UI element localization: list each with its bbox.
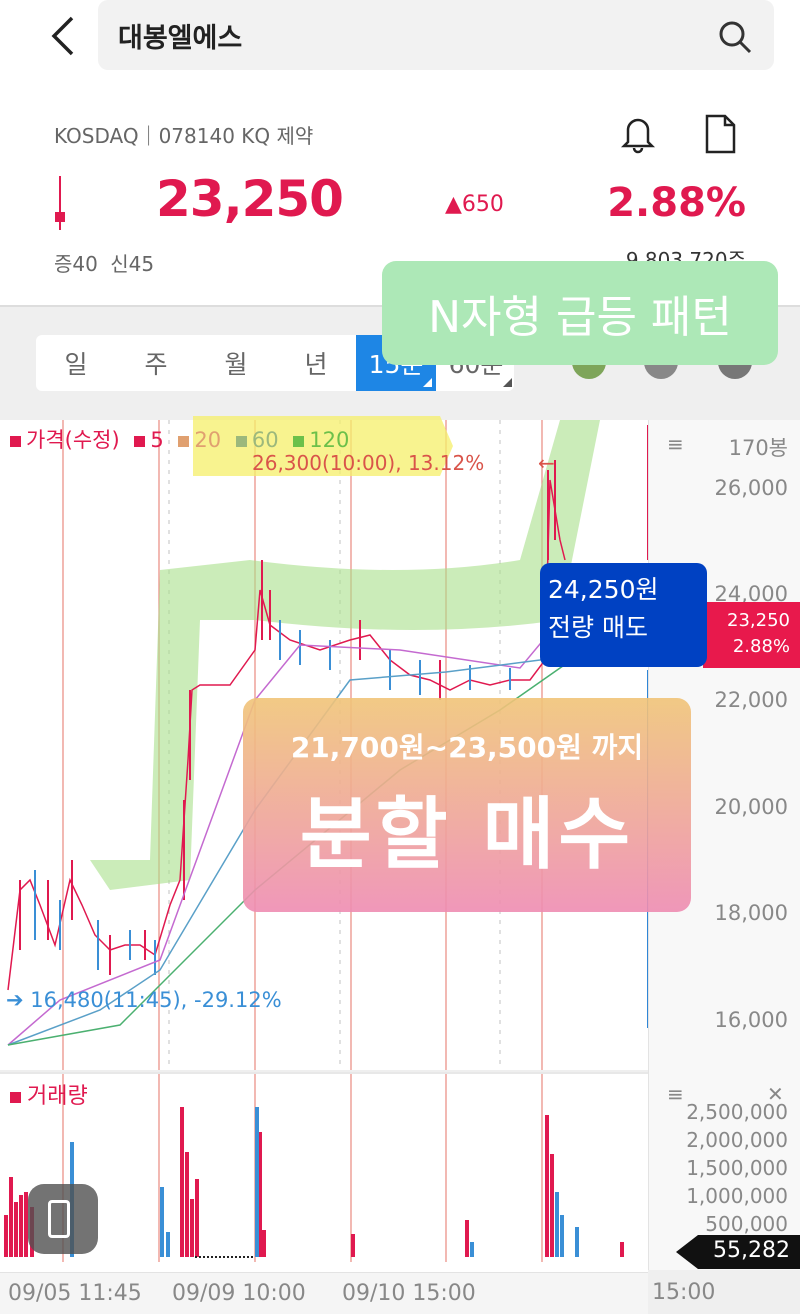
x-tick-last: 15:00 bbox=[652, 1280, 716, 1305]
tab-week[interactable]: 주 bbox=[116, 335, 196, 391]
chart-legend: 가격(수정) 5 20 60 120 bbox=[10, 424, 357, 454]
sell-annotation: 24,250원 전량 매도 bbox=[540, 563, 707, 667]
legend-price: 가격(수정) bbox=[10, 428, 120, 452]
x-tick: 09/09 10:00 bbox=[172, 1281, 306, 1306]
market-info: KOSDAQ｜078140 KQ 제약 bbox=[54, 124, 314, 148]
volume-tick: 2,000,000 bbox=[686, 1128, 788, 1152]
price-change: ▲650 bbox=[445, 192, 504, 217]
document-icon[interactable] bbox=[703, 114, 737, 154]
volume-tick: 2,500,000 bbox=[686, 1100, 788, 1124]
legend-swatch bbox=[10, 1091, 21, 1103]
candlestick-plot: ← bbox=[7, 420, 648, 1070]
legend-label: 20 bbox=[194, 428, 222, 452]
menu-icon[interactable]: ≡ bbox=[667, 432, 684, 456]
tag-price: 23,250 bbox=[727, 610, 790, 631]
y-tick: 26,000 bbox=[714, 476, 788, 500]
legend-swatch bbox=[178, 435, 190, 447]
top-bar: 대봉엘에스 bbox=[0, 0, 800, 80]
tab-label: 일 bbox=[64, 350, 88, 379]
rotate-icon bbox=[48, 1200, 70, 1238]
low-price-note: ➔ 16,480(11:45), -29.12% bbox=[6, 988, 282, 1012]
sell-price: 24,250원 bbox=[548, 575, 659, 604]
legend-label: 5 bbox=[150, 428, 164, 452]
sell-action: 전량 매도 bbox=[548, 613, 648, 642]
tab-month[interactable]: 월 bbox=[196, 335, 276, 391]
x-tick: 09/05 11:45 bbox=[8, 1281, 142, 1306]
volume-tick: 1,000,000 bbox=[686, 1184, 788, 1208]
svg-text:←: ← bbox=[538, 451, 555, 475]
legend-swatch bbox=[10, 435, 21, 447]
bar-count: 170봉 bbox=[728, 436, 788, 460]
legend-ma120: 120 bbox=[293, 428, 349, 452]
legend-label: 60 bbox=[251, 428, 279, 452]
legend-swatch bbox=[134, 435, 146, 447]
price-axis[interactable]: ≡ 170봉 26,000 24,000 22,000 20,000 18,00… bbox=[648, 420, 800, 1270]
y-tick: 16,000 bbox=[714, 1008, 788, 1032]
volume-bars bbox=[4, 1074, 624, 1262]
volume-legend-label: 거래량 bbox=[27, 1084, 88, 1109]
legend-swatch bbox=[235, 435, 247, 447]
legend-label: 120 bbox=[309, 428, 350, 452]
tab-year[interactable]: 년 bbox=[276, 335, 356, 391]
current-price: 23,250 bbox=[156, 170, 344, 228]
dropdown-corner-icon bbox=[423, 378, 432, 387]
buy-annotation: 21,700원~23,500원 까지 분할 매수 bbox=[243, 698, 691, 912]
volume-tick: 1,500,000 bbox=[686, 1156, 788, 1180]
bell-icon[interactable] bbox=[620, 114, 656, 154]
volume-tick: 500,000 bbox=[705, 1212, 788, 1236]
close-icon[interactable]: ✕ bbox=[767, 1082, 784, 1106]
search-field[interactable]: 대봉엘에스 bbox=[98, 0, 774, 70]
buy-range: 21,700원~23,500원 까지 bbox=[290, 731, 644, 764]
y-tick: 22,000 bbox=[714, 688, 788, 712]
dropdown-corner-icon bbox=[503, 378, 512, 387]
volume-menu-icon[interactable]: ≡ bbox=[667, 1082, 684, 1106]
search-icon[interactable] bbox=[718, 20, 752, 54]
rotate-screen-button[interactable] bbox=[28, 1184, 98, 1254]
legend-swatch bbox=[293, 435, 305, 447]
legend-ma20: 20 bbox=[178, 428, 221, 452]
tab-label: 년 bbox=[304, 350, 328, 379]
search-value: 대봉엘에스 bbox=[118, 23, 243, 54]
pattern-annotation: N자형 급등 패턴 bbox=[382, 261, 778, 365]
volume-value-tag: 55,282 bbox=[676, 1235, 800, 1269]
volume-chart[interactable] bbox=[0, 1072, 648, 1272]
y-tick: 18,000 bbox=[714, 901, 788, 925]
chevron-left-icon[interactable] bbox=[44, 12, 84, 60]
y-tick: 20,000 bbox=[714, 795, 788, 819]
candle-icon bbox=[55, 176, 65, 230]
tab-day[interactable]: 일 bbox=[36, 335, 116, 391]
legend-ma5: 5 bbox=[134, 428, 164, 452]
current-price-tag: 23,250 2.88% bbox=[703, 602, 800, 668]
volume-legend: 거래량 bbox=[10, 1078, 88, 1110]
high-price-note: 26,300(10:00), 13.12% bbox=[252, 451, 485, 475]
tag-pct: 2.88% bbox=[732, 636, 790, 657]
legend-ma60: 60 bbox=[235, 428, 279, 452]
x-tick: 09/10 15:00 bbox=[342, 1281, 476, 1306]
buy-title: 분할 매수 bbox=[299, 790, 635, 880]
tab-label: 주 bbox=[144, 350, 168, 379]
change-percent: 2.88% bbox=[607, 180, 746, 226]
margin-info: 증40 신45 bbox=[54, 252, 155, 276]
time-axis: 09/05 11:45 09/09 10:00 09/10 15:00 bbox=[0, 1272, 648, 1314]
tab-label: 월 bbox=[224, 350, 248, 379]
legend-label: 가격(수정) bbox=[26, 428, 120, 452]
